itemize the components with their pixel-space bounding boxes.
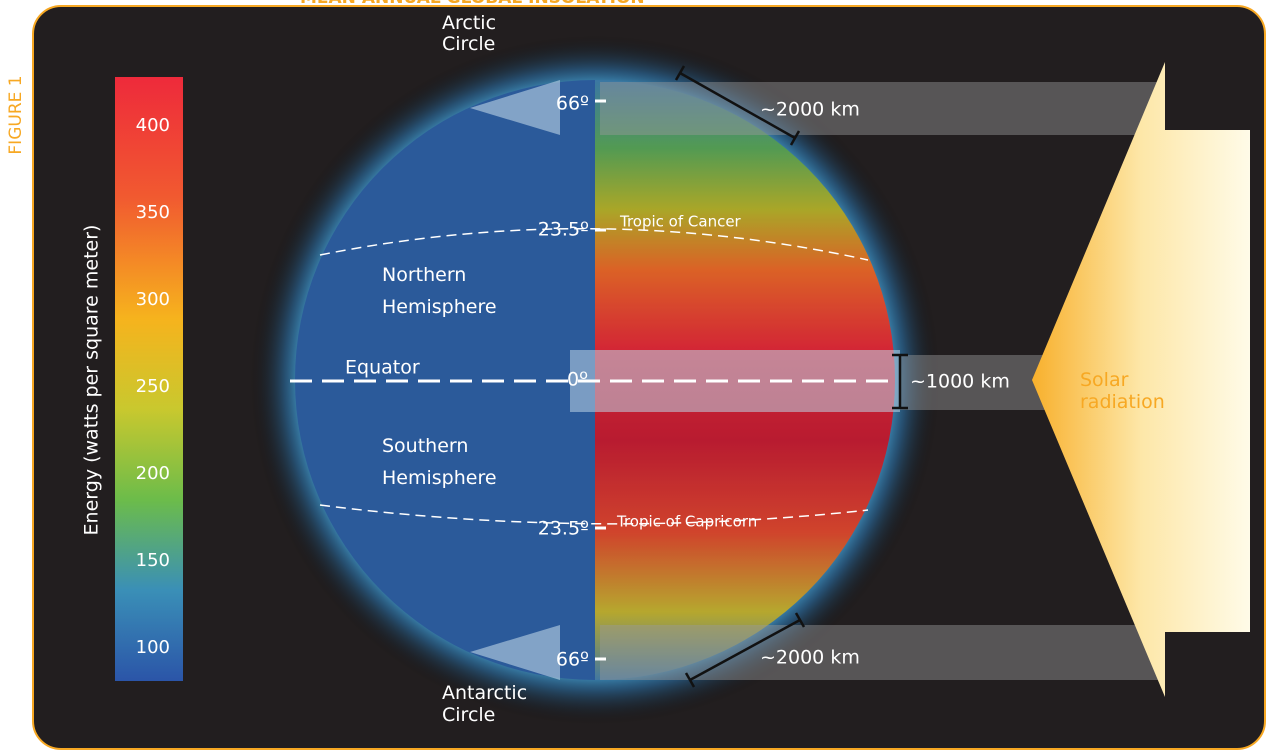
scale-bars bbox=[674, 65, 908, 688]
label: 66º bbox=[556, 649, 589, 671]
label: ~2000 km bbox=[760, 99, 860, 121]
label: ~1000 km bbox=[910, 371, 1010, 393]
beam-arrow bbox=[470, 625, 560, 680]
beam bbox=[600, 625, 1160, 680]
colorbar-tick: 200 bbox=[136, 463, 170, 484]
solar-arrow bbox=[1032, 62, 1250, 697]
beam bbox=[600, 82, 1160, 135]
figure-label: FIGURE 1 bbox=[6, 75, 26, 154]
colorbar-tick: 100 bbox=[136, 637, 170, 658]
label: 0º bbox=[567, 369, 588, 391]
label: Tropic of Cancer bbox=[619, 213, 742, 231]
label: Tropic of Capricorn bbox=[616, 513, 757, 531]
label: 23.5º bbox=[538, 518, 589, 540]
colorbar-tick: 300 bbox=[136, 289, 170, 310]
tropic-line bbox=[319, 504, 869, 525]
colorbar-tick: 150 bbox=[136, 550, 170, 571]
label: ~2000 km bbox=[760, 647, 860, 669]
colorbar-tick: 350 bbox=[136, 202, 170, 223]
label: Southern Hemisphere bbox=[382, 435, 497, 489]
colorbar-tick: 250 bbox=[136, 376, 170, 397]
colorbar-tick: 400 bbox=[136, 115, 170, 136]
label: Antarctic Circle bbox=[442, 682, 527, 726]
beam-arrow bbox=[470, 80, 560, 135]
label: Equator bbox=[345, 357, 420, 379]
label: Solar radiation bbox=[1080, 369, 1165, 413]
colorbar bbox=[115, 77, 183, 681]
tropic-line bbox=[319, 227, 869, 261]
title: MEAN ANNUAL GLOBAL INSOLATION bbox=[300, 0, 645, 8]
label: Arctic Circle bbox=[442, 12, 496, 55]
degree-ticks bbox=[595, 99, 606, 661]
label: Northern Hemisphere bbox=[382, 264, 497, 318]
colorbar-label: Energy (watts per square meter) bbox=[81, 225, 103, 536]
label: 66º bbox=[556, 93, 589, 115]
label: 23.5º bbox=[538, 219, 589, 241]
